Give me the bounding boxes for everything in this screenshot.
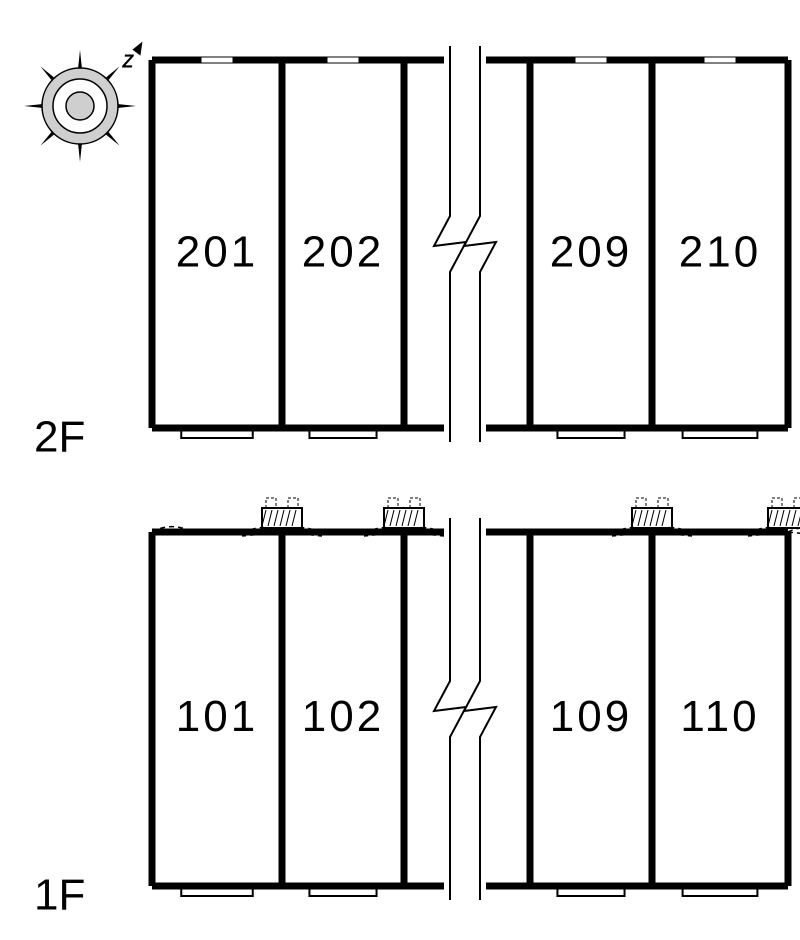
break-line-left: [434, 518, 466, 900]
unit-label: 210: [679, 228, 761, 277]
window-tick: [704, 57, 736, 63]
unit-label: 201: [176, 228, 258, 277]
unit-label: 209: [550, 228, 632, 277]
unit-label: 109: [550, 692, 632, 741]
north-label: Z: [121, 52, 134, 72]
break-line-right: [464, 518, 496, 900]
unit-label: 101: [176, 692, 258, 741]
window-tick: [327, 57, 359, 63]
floor-label: 1F: [34, 871, 85, 920]
compass-icon: Z: [24, 42, 142, 162]
break-line-right: [464, 46, 496, 442]
window-tick: [575, 57, 607, 63]
break-line-left: [434, 46, 466, 442]
unit-label: 110: [680, 692, 759, 741]
floorplan-svg: Z 201 202 209 210 2F 101 102 109 110 1F: [0, 0, 800, 940]
floor-label: 2F: [34, 413, 85, 462]
floor-2F: 201 202 209 210 2F: [34, 46, 788, 462]
unit-label: 202: [302, 228, 384, 277]
floor-1F: 101 102 109 110 1F: [34, 498, 800, 920]
window-tick: [201, 57, 233, 63]
unit-label: 102: [302, 692, 384, 741]
